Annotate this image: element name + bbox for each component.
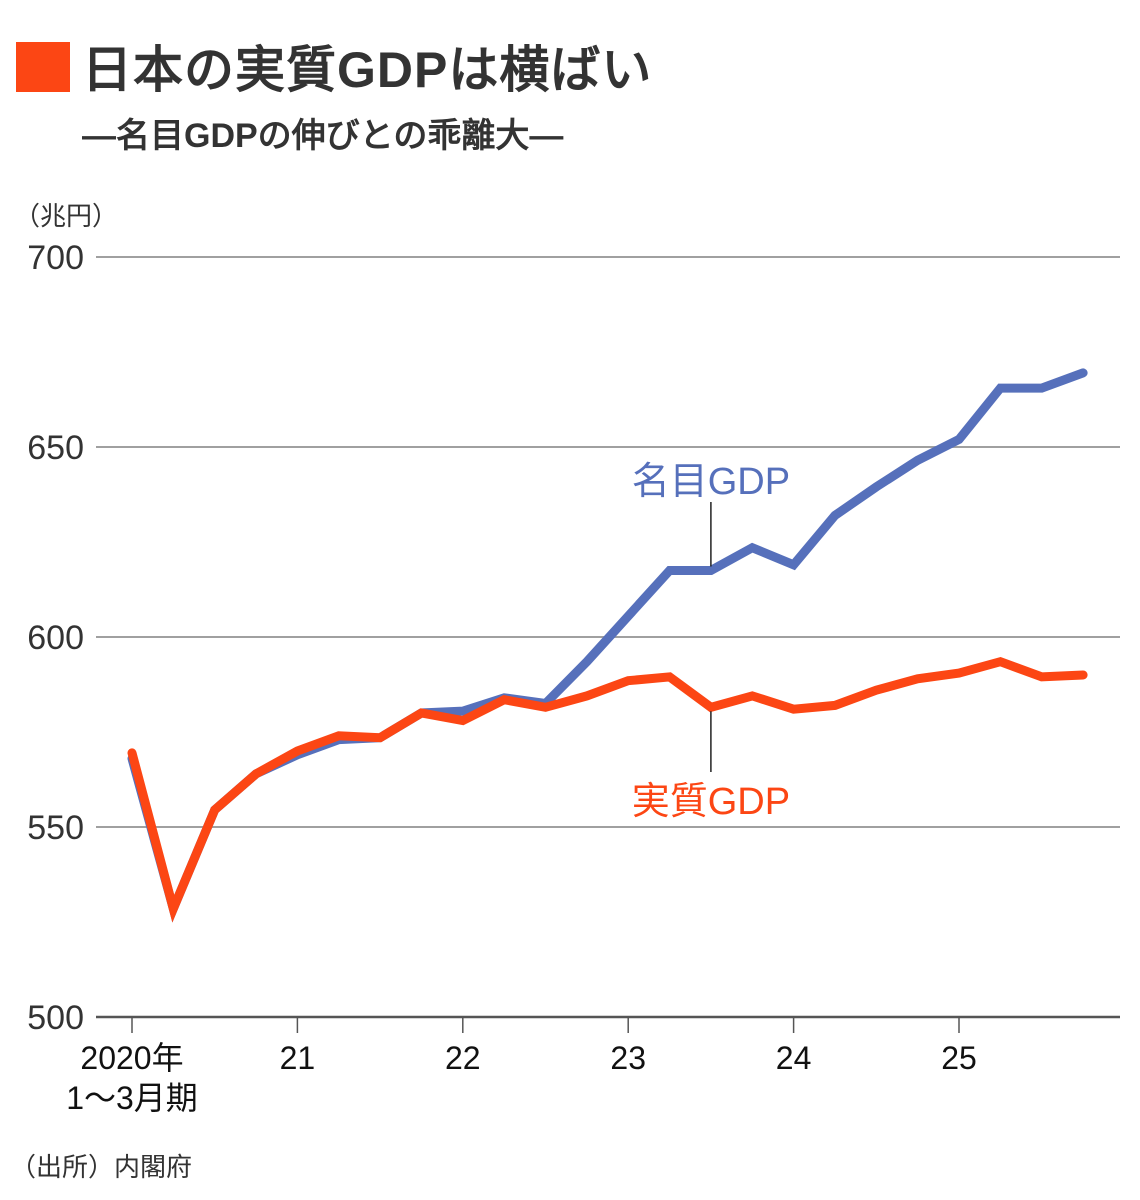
x-tick-label: 23 xyxy=(610,1040,646,1076)
chart-subtitle: ―名目GDPの伸びとの乖離大― xyxy=(82,117,564,155)
x-tick-label: 24 xyxy=(776,1040,812,1076)
source-note: （出所）内閣府 xyxy=(10,1152,193,1182)
y-tick-label: 600 xyxy=(27,619,84,657)
y-axis-unit-label: （兆円） xyxy=(14,201,119,231)
y-tick-label: 650 xyxy=(27,429,84,467)
x-tick-label: 22 xyxy=(445,1040,481,1076)
y-axis-ticks: 500 550 600 650 700 xyxy=(27,239,84,1037)
x-tick-label-sub: 1～3月期 xyxy=(66,1080,198,1116)
y-tick-label: 700 xyxy=(27,239,84,277)
x-tick-label: 21 xyxy=(280,1040,316,1076)
x-tick-label: 2020年 xyxy=(80,1040,183,1076)
x-axis: 2020年 1～3月期 21 22 23 24 25 xyxy=(66,1017,977,1116)
series-labels: 名目GDP 実質GDP xyxy=(632,461,790,823)
y-tick-label: 550 xyxy=(27,809,84,847)
series-lines xyxy=(127,368,1088,923)
chart-title: 日本の実質GDPは横ばい xyxy=(82,42,653,98)
series-line-real xyxy=(127,656,1088,923)
title-marker xyxy=(16,42,70,92)
series-line-nominal xyxy=(127,368,1088,923)
y-tick-label: 500 xyxy=(27,999,84,1037)
series-label-real: 実質GDP xyxy=(632,781,790,823)
x-tick-label: 25 xyxy=(941,1040,977,1076)
series-label-nominal: 名目GDP xyxy=(632,461,790,503)
